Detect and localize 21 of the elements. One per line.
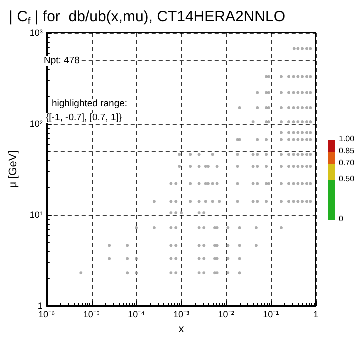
x-axis-title: x bbox=[178, 324, 185, 336]
annotation: {[-1, -0.7], [0.7, 1]} bbox=[46, 112, 122, 124]
y-tick-label: 10³ bbox=[30, 28, 43, 38]
x-tick-label: 10⁻² bbox=[218, 310, 234, 320]
color-bar-label: 0.70 bbox=[339, 158, 356, 168]
x-tick-label: 10⁻⁴ bbox=[128, 310, 146, 320]
x-tick-label: 10⁻⁵ bbox=[83, 310, 100, 320]
color-bar-label: 0.50 bbox=[339, 174, 356, 184]
x-tick-label: 10⁻³ bbox=[173, 310, 190, 320]
annotation: highlighted range: bbox=[52, 98, 128, 110]
color-bar-label: 0.85 bbox=[339, 146, 356, 156]
y-tick-label: 10² bbox=[30, 119, 43, 129]
y-tick-label: 10¹ bbox=[30, 210, 43, 220]
color-bar-label: 1.00 bbox=[339, 134, 356, 144]
color-bar-label: 0 bbox=[339, 214, 344, 224]
x-tick-label: 10⁻¹ bbox=[263, 310, 280, 320]
x-tick-label: 10⁻⁶ bbox=[38, 310, 56, 320]
y-tick-label: 1 bbox=[38, 301, 43, 311]
x-tick-label: 1 bbox=[313, 310, 319, 320]
y-axis-title: μ [GeV] bbox=[8, 150, 20, 188]
annotation: Npt: 478 bbox=[44, 56, 80, 66]
